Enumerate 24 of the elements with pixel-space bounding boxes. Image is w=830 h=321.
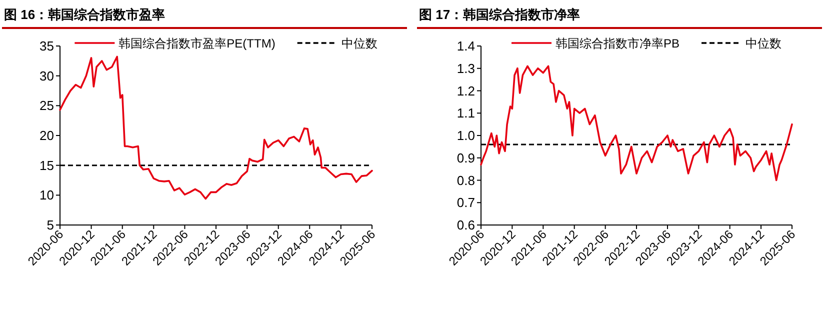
y-tick-label: 1.4 <box>456 38 475 54</box>
chart-title: 图 16：韩国综合指数市盈率 <box>4 6 166 24</box>
y-tick-label: 30 <box>40 68 54 84</box>
legend-label: 中位数 <box>746 36 782 50</box>
y-tick-label: 15 <box>40 158 54 173</box>
line-series <box>480 65 793 182</box>
y-tick-label: 1.2 <box>456 83 475 98</box>
y-tick-label: 1.0 <box>456 128 475 143</box>
y-tick-label: 25 <box>40 98 54 114</box>
y-tick-label: 35 <box>40 38 54 54</box>
line-series <box>59 56 373 200</box>
y-tick-label: 10 <box>40 188 54 203</box>
legend-label: 中位数 <box>341 36 378 50</box>
chart-title: 图 17：韩国综合指数市净率 <box>419 6 580 24</box>
y-tick-label: 1.3 <box>456 60 475 76</box>
y-tick-label: 5 <box>46 218 54 232</box>
legend-label: 韩国综合指数市盈率PE(TTM) <box>118 36 276 50</box>
y-tick-label: 0.8 <box>456 172 475 188</box>
y-tick-label: 20 <box>40 128 54 143</box>
y-tick-label: 0.9 <box>456 150 475 166</box>
y-tick-label: 0.6 <box>456 218 475 232</box>
y-tick-label: 1.1 <box>456 106 475 121</box>
y-tick-label: 0.7 <box>456 195 475 210</box>
legend-label: 韩国综合指数市净率PB <box>555 36 680 50</box>
